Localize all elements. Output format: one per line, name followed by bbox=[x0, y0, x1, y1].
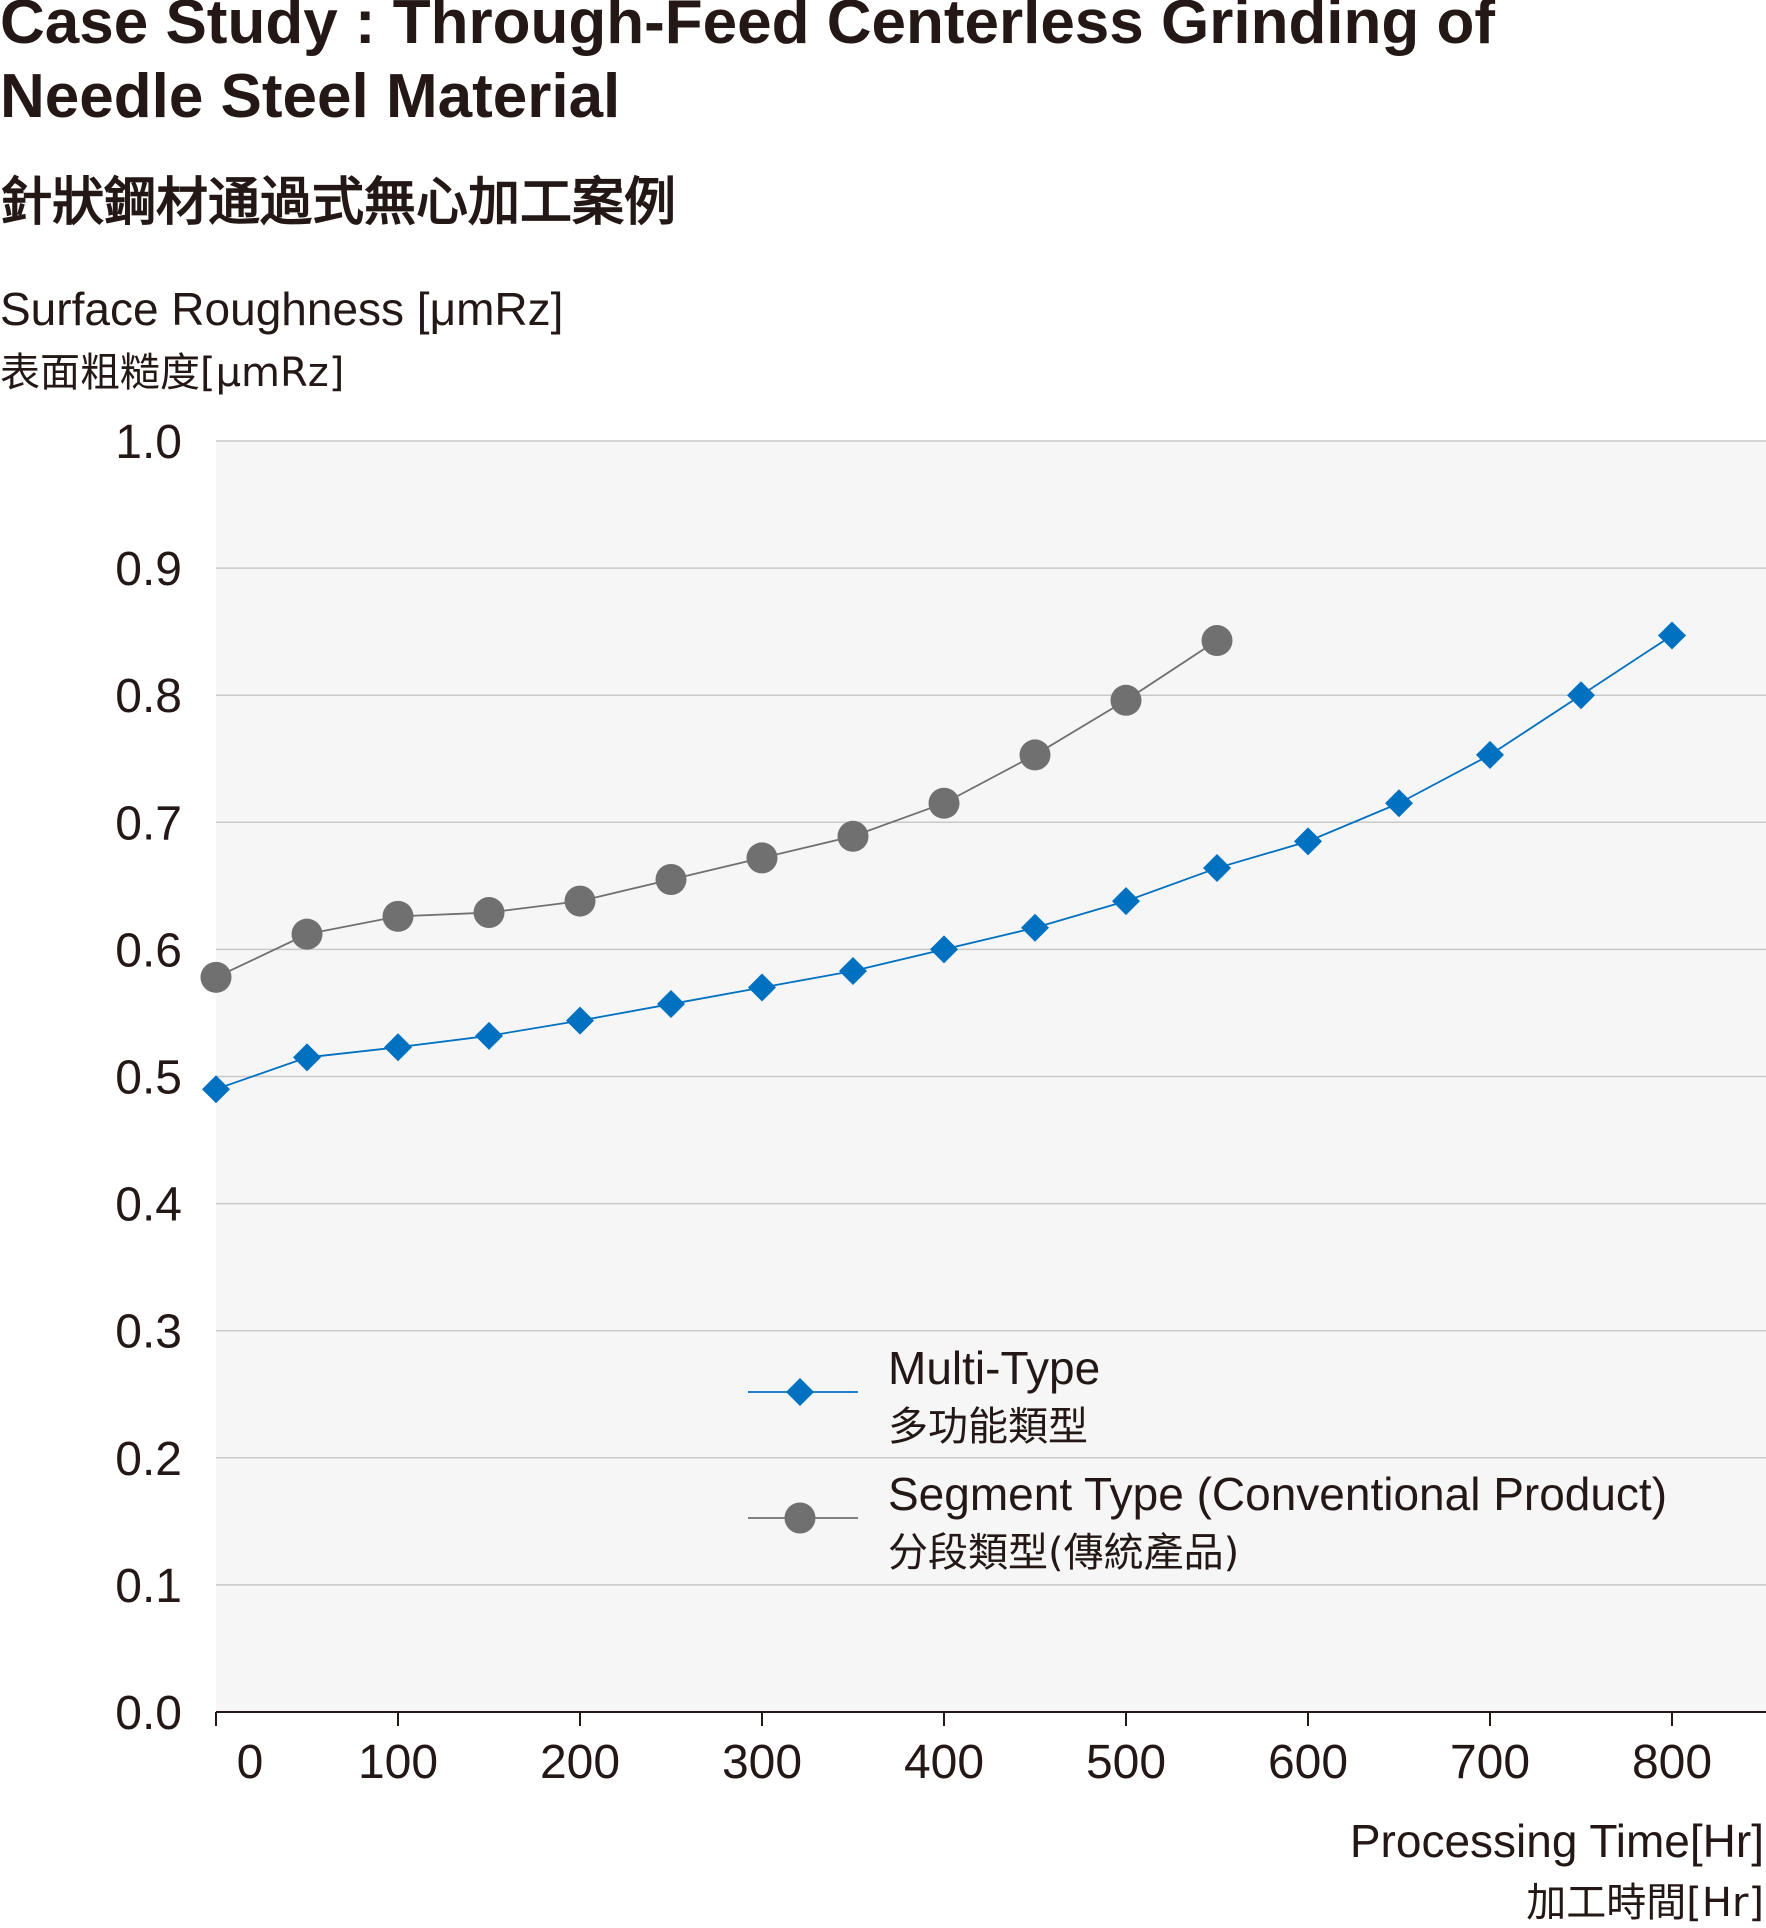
x-tick-label: 600 bbox=[1268, 1736, 1348, 1789]
legend-label: Multi-Type bbox=[888, 1342, 1100, 1394]
y-tick-label: 0.6 bbox=[115, 924, 182, 977]
legend-label-zh: 分段類型(傳統產品) bbox=[888, 1530, 1239, 1576]
data-point bbox=[1294, 827, 1322, 856]
gridlines bbox=[216, 440, 1766, 1586]
y-axis-ticks: 0.0 0.1 0.2 0.3 0.4 0.5 0.6 0.7 0.8 0.9 1.0 bbox=[115, 416, 182, 1740]
data-point bbox=[930, 935, 958, 964]
data-point bbox=[837, 820, 869, 852]
data-point bbox=[293, 1043, 321, 1072]
legend-marker bbox=[784, 1502, 816, 1534]
y-tick-label: 0.5 bbox=[115, 1052, 182, 1105]
chart-title-line1: Case Study : Through-Feed Centerless Gri… bbox=[0, 0, 1496, 57]
data-point bbox=[746, 842, 778, 874]
data-point bbox=[473, 897, 505, 929]
legend: Multi-Type 多功能類型 Segment Type (Conventiona… bbox=[748, 1342, 1667, 1576]
x-tick-label: 200 bbox=[540, 1736, 620, 1789]
x-axis: 0 100 200 300 400 500 600 700 800 bbox=[215, 1711, 1766, 1789]
series-layer bbox=[200, 621, 1686, 1104]
y-axis-label: Surface Roughness [μmRz] bbox=[0, 283, 564, 335]
data-point bbox=[200, 961, 232, 993]
x-tick-label: 400 bbox=[904, 1736, 984, 1789]
data-point bbox=[564, 885, 596, 917]
y-tick-label: 0.4 bbox=[115, 1179, 182, 1232]
x-tick-label: 500 bbox=[1086, 1736, 1166, 1789]
data-point bbox=[928, 787, 960, 819]
data-point bbox=[1385, 789, 1413, 818]
x-tick-label: 100 bbox=[358, 1736, 438, 1789]
data-point bbox=[1203, 854, 1231, 883]
data-point bbox=[1112, 887, 1140, 916]
x-axis-label-zh: 加工時間[Hr] bbox=[1526, 1880, 1764, 1926]
data-point bbox=[475, 1021, 503, 1050]
x-tick-label: 700 bbox=[1450, 1736, 1530, 1789]
data-point bbox=[382, 900, 414, 932]
chart-title-en: Case Study : Through-Feed Centerless Gri… bbox=[0, 0, 1700, 134]
data-point bbox=[1476, 740, 1504, 769]
chart-title-line2: Needle Steel Material bbox=[0, 62, 621, 131]
y-tick-label: 1.0 bbox=[115, 416, 182, 469]
y-tick-label: 0.2 bbox=[115, 1433, 182, 1486]
x-axis-label: Processing Time[Hr] bbox=[1349, 1815, 1764, 1867]
data-point bbox=[657, 990, 685, 1019]
y-tick-label: 0.0 bbox=[115, 1687, 182, 1740]
data-point bbox=[1110, 684, 1142, 716]
data-point bbox=[1567, 681, 1595, 710]
legend-marker bbox=[786, 1378, 814, 1406]
data-point bbox=[1658, 621, 1686, 650]
data-point bbox=[1201, 625, 1233, 657]
y-tick-label: 0.9 bbox=[115, 543, 182, 596]
data-point bbox=[202, 1075, 230, 1104]
x-tick-label: 800 bbox=[1632, 1736, 1712, 1789]
legend-label-zh: 多功能類型 bbox=[888, 1404, 1088, 1450]
data-point bbox=[655, 863, 687, 895]
legend-label: Segment Type (Conventional Product) bbox=[888, 1468, 1667, 1520]
x-tick-label: 0 bbox=[237, 1736, 264, 1789]
x-tick-label: 300 bbox=[722, 1736, 802, 1789]
y-tick-label: 0.8 bbox=[115, 670, 182, 723]
data-point bbox=[566, 1006, 594, 1035]
series-multi-type bbox=[202, 621, 1686, 1104]
data-point bbox=[839, 957, 867, 986]
series-segment-type bbox=[200, 625, 1233, 993]
data-point bbox=[1021, 913, 1049, 942]
y-tick-label: 0.3 bbox=[115, 1306, 182, 1359]
y-tick-label: 0.7 bbox=[115, 797, 182, 850]
data-point bbox=[291, 918, 323, 950]
data-point bbox=[1019, 739, 1051, 771]
data-point bbox=[748, 973, 776, 1002]
y-tick-label: 0.1 bbox=[115, 1560, 182, 1613]
data-point bbox=[384, 1033, 412, 1062]
y-axis-label-zh: 表面粗糙度[μmRz] bbox=[0, 350, 345, 396]
chart-title-zh: 針狀鋼材通過式無心加工案例 bbox=[0, 173, 677, 233]
